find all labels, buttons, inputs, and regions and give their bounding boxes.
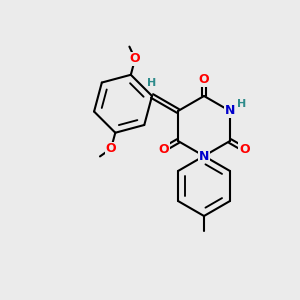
Text: H: H bbox=[147, 78, 157, 88]
Text: N: N bbox=[199, 149, 209, 163]
Text: O: O bbox=[130, 52, 140, 65]
Text: O: O bbox=[158, 143, 169, 156]
Text: N: N bbox=[225, 104, 235, 118]
Text: O: O bbox=[106, 142, 116, 155]
Text: O: O bbox=[239, 143, 250, 156]
Text: O: O bbox=[199, 73, 209, 86]
Text: H: H bbox=[237, 99, 246, 109]
